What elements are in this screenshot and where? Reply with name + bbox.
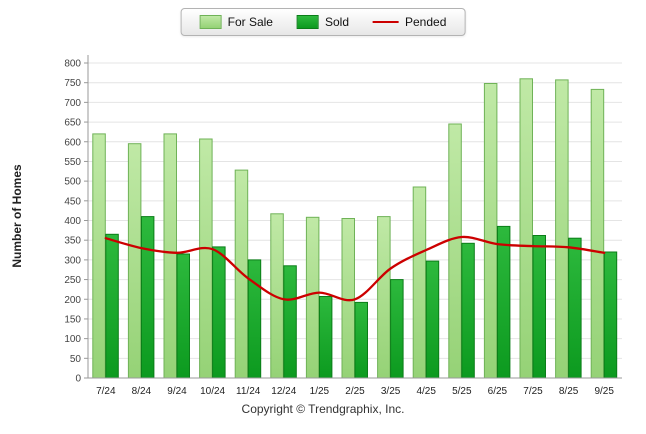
y-tick-label: 100 — [64, 334, 81, 345]
x-tick-label: 5/25 — [452, 386, 472, 397]
bar-sold — [425, 260, 440, 379]
bar-for-sale — [483, 83, 498, 379]
bar-for-sale — [341, 218, 355, 379]
y-tick-label: 300 — [64, 255, 81, 266]
pended-line-swatch — [373, 21, 400, 23]
bar-sold — [496, 225, 511, 379]
y-tick-label: 200 — [64, 295, 81, 306]
bar-for-sale — [305, 216, 320, 379]
y-tick-label: 500 — [64, 177, 81, 188]
pended-line — [104, 235, 606, 302]
sold-swatch — [296, 15, 319, 29]
y-tick-label: 550 — [64, 157, 81, 168]
y-tick-label: 650 — [64, 118, 81, 129]
legend-item-sold: Sold — [296, 15, 350, 29]
for-sale-swatch — [199, 15, 222, 29]
copyright-text: Copyright © Trendgraphix, Inc. — [241, 402, 405, 416]
y-tick-label: 400 — [64, 216, 81, 227]
y-tick-label: 50 — [70, 354, 82, 365]
bar-for-sale — [590, 88, 605, 379]
x-tick-label: 4/25 — [416, 386, 436, 397]
bar-for-sale — [555, 79, 569, 379]
legend-item-pended: Pended — [373, 15, 446, 29]
bar-sold — [532, 235, 546, 379]
legend-label-sold: Sold — [324, 15, 350, 29]
y-tick-label: 600 — [64, 137, 81, 148]
chart-legend: For Sale Sold Pended — [180, 8, 466, 36]
bar-sold — [318, 296, 333, 379]
bar-sold — [140, 216, 155, 379]
bar-sold — [603, 251, 618, 379]
y-tick-label: 450 — [64, 196, 81, 207]
bar-sold — [247, 259, 262, 379]
bar-sold — [283, 265, 297, 379]
bar-for-sale — [127, 143, 142, 379]
y-tick-label: 0 — [75, 374, 81, 385]
x-tick-label: 1/25 — [310, 386, 330, 397]
bar-for-sale — [199, 138, 213, 379]
y-tick-label: 700 — [64, 98, 81, 109]
legend-label-pended: Pended — [405, 15, 447, 29]
y-tick-label: 150 — [64, 314, 81, 325]
y-tick-label: 800 — [64, 59, 81, 70]
chart-plot: 0 50 100 150 200 250 300 350 400 450 500 550 600 650 7… — [64, 55, 622, 397]
bar-for-sale — [412, 186, 427, 379]
y-tick-label: 350 — [64, 236, 81, 247]
y-tick-label: 250 — [64, 275, 81, 286]
x-tick-label: 3/25 — [381, 386, 401, 397]
bar-sold — [354, 301, 368, 379]
legend-item-for-sale: For Sale — [199, 15, 273, 29]
x-tick-label: 7/25 — [523, 386, 543, 397]
x-tick-label: 9/24 — [167, 386, 187, 397]
x-tick-label: 11/24 — [236, 386, 261, 397]
x-tick-label: 12/24 — [271, 386, 296, 397]
x-tick-label: 6/25 — [488, 386, 508, 397]
bar-for-sale — [92, 133, 106, 379]
x-tick-label: 10/24 — [200, 386, 225, 397]
y-tick-label: 750 — [64, 78, 81, 89]
bar-for-sale — [519, 78, 533, 379]
x-tick-label: 8/25 — [559, 386, 579, 397]
bar-for-sale — [448, 123, 462, 379]
x-tick-label: 2/25 — [345, 386, 365, 397]
x-tick-label: 7/24 — [96, 386, 116, 397]
bar-sold — [212, 246, 226, 379]
bar-sold — [390, 279, 404, 379]
legend-label-for-sale: For Sale — [227, 15, 273, 29]
bar-sold — [105, 233, 119, 379]
bar-for-sale — [377, 216, 391, 379]
bar-sold — [461, 242, 475, 379]
bar-sold — [568, 237, 582, 379]
bar-sold — [176, 253, 190, 379]
x-tick-label: 9/25 — [594, 386, 614, 397]
bar-for-sale — [163, 133, 177, 379]
x-tick-label: 8/24 — [132, 386, 152, 397]
